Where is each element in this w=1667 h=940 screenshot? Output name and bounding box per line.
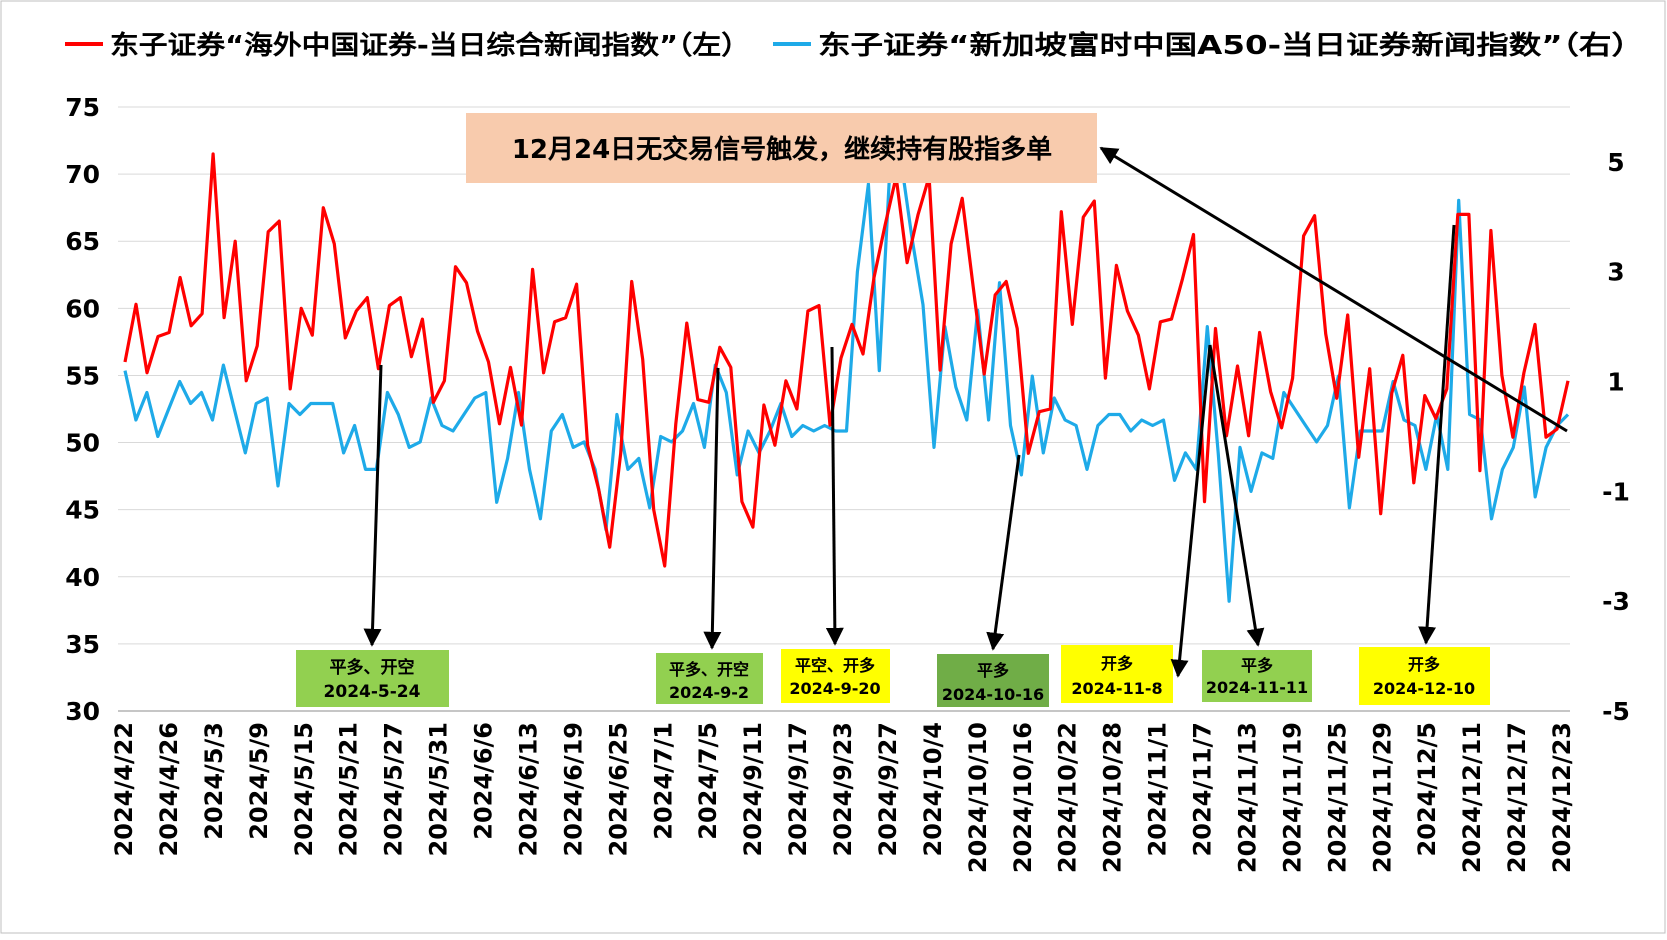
x-tick-label: 2024/10/16 xyxy=(1009,722,1037,873)
signal-1-action: 平多、开空 xyxy=(330,657,415,678)
x-tick-label: 2024/9/23 xyxy=(829,722,857,856)
left-tick-label: 75 xyxy=(65,93,100,122)
x-tick-label: 2024/6/25 xyxy=(604,722,632,856)
left-tick-label: 70 xyxy=(65,160,100,189)
left-tick-label: 35 xyxy=(65,630,100,659)
x-tick-label: 2024/11/29 xyxy=(1368,722,1396,873)
x-tick-label: 2024/12/23 xyxy=(1548,722,1576,873)
arrow-signal-3 xyxy=(825,346,844,646)
x-tick-label: 2024/6/13 xyxy=(514,722,542,856)
signal-box-6: 平多 2024-11-11 xyxy=(1202,650,1312,702)
left-tick-label: 55 xyxy=(65,361,100,390)
signal-6-date: 2024-11-11 xyxy=(1206,678,1308,697)
x-tick-label: 2024/12/5 xyxy=(1413,722,1441,856)
left-tick-label: 40 xyxy=(65,563,100,592)
arrow-signal-4 xyxy=(986,454,1021,651)
x-tick-label: 2024/10/28 xyxy=(1099,722,1127,873)
callout-text: 12月24日无交易信号触发，继续持有股指多单 xyxy=(512,134,1052,165)
signal-2-date: 2024-9-2 xyxy=(669,683,749,702)
series-layer xyxy=(123,152,1570,603)
left-tick-label: 30 xyxy=(65,697,100,726)
right-tick-label: -1 xyxy=(1602,477,1630,506)
x-tick-label: 2024/12/17 xyxy=(1503,722,1531,873)
right-tick-label: 5 xyxy=(1607,148,1624,177)
signal-box-4: 平多 2024-10-16 xyxy=(937,654,1049,707)
arrow-signal-6 xyxy=(1208,344,1265,647)
series-line-red xyxy=(123,152,1570,568)
x-tick-label: 2024/4/22 xyxy=(110,722,138,856)
signal-box-7: 开多 2024-12-10 xyxy=(1359,647,1490,705)
legend-red-label: 东子证券“海外中国证券-当日综合新闻指数”（左） xyxy=(110,30,750,61)
x-tick-label: 2024/7/1 xyxy=(649,722,677,840)
right-tick-label: 1 xyxy=(1607,368,1624,397)
right-tick-label: -3 xyxy=(1602,587,1630,616)
signal-arrows xyxy=(363,146,1568,678)
left-tick-label: 60 xyxy=(65,294,100,323)
legend-blue-label: 东子证券“新加坡富时中国A50-当日证券新闻指数”（右） xyxy=(818,30,1644,61)
arrow-signal-2 xyxy=(703,367,722,650)
signal-5-date: 2024-11-8 xyxy=(1071,679,1162,698)
signal-7-action: 开多 xyxy=(1408,655,1440,674)
arrow-signal-5 xyxy=(1170,344,1212,678)
signal-7-date: 2024-12-10 xyxy=(1373,679,1475,698)
signal-box-2: 平多、开空 2024-9-2 xyxy=(656,653,763,704)
left-axis-ticks: 30 35 40 45 50 55 60 65 70 75 xyxy=(65,93,100,726)
signal-boxes: 平多、开空 2024-5-24 平多、开空 2024-9-2 平空、开多 202… xyxy=(296,645,1490,707)
x-tick-label: 2024/5/9 xyxy=(245,722,273,840)
x-tick-label: 2024/10/22 xyxy=(1054,722,1082,873)
x-tick-label: 2024/9/11 xyxy=(739,722,767,856)
x-tick-label: 2024/11/7 xyxy=(1189,722,1217,856)
signal-3-date: 2024-9-20 xyxy=(789,679,880,698)
x-axis-ticks: 2024/4/22 2024/4/26 2024/5/3 2024/5/9 2024/5… xyxy=(110,722,1576,873)
signal-3-action: 平空、开多 xyxy=(795,656,875,675)
x-tick-label: 2024/11/13 xyxy=(1233,722,1261,873)
x-tick-label: 2024/5/31 xyxy=(425,722,453,856)
x-tick-label: 2024/5/3 xyxy=(200,722,228,840)
callout-box xyxy=(466,113,1097,183)
x-tick-label: 2024/11/1 xyxy=(1144,722,1172,856)
callout: 12月24日无交易信号触发，继续持有股指多单 xyxy=(466,113,1097,183)
right-tick-label: -5 xyxy=(1602,697,1630,726)
signal-box-1: 平多、开空 2024-5-24 xyxy=(296,650,449,707)
signal-4-date: 2024-10-16 xyxy=(942,685,1044,704)
signal-box-5: 开多 2024-11-8 xyxy=(1061,645,1173,703)
arrow-signal-7 xyxy=(1418,224,1456,645)
signal-1-date: 2024-5-24 xyxy=(324,682,421,702)
right-tick-label: 3 xyxy=(1607,258,1624,287)
signal-box-3: 平空、开多 2024-9-20 xyxy=(781,649,890,703)
x-tick-label: 2024/6/6 xyxy=(470,722,498,840)
x-tick-label: 2024/12/11 xyxy=(1458,722,1486,873)
x-tick-label: 2024/6/19 xyxy=(559,722,587,856)
signal-5-action: 开多 xyxy=(1101,654,1133,673)
x-tick-label: 2024/10/4 xyxy=(919,722,947,856)
x-tick-label: 2024/11/25 xyxy=(1323,722,1351,873)
x-tick-label: 2024/4/26 xyxy=(155,722,183,856)
x-tick-label: 2024/5/21 xyxy=(335,722,363,856)
signal-2-action: 平多、开空 xyxy=(669,660,749,679)
x-tick-label: 2024/5/27 xyxy=(380,722,408,856)
x-tick-label: 2024/5/15 xyxy=(290,722,318,856)
right-axis-ticks: -5 -3 -1 1 3 5 xyxy=(1602,148,1630,726)
x-tick-label: 2024/9/17 xyxy=(784,722,812,856)
x-tick-label: 2024/9/27 xyxy=(874,722,902,856)
left-tick-label: 65 xyxy=(65,227,100,256)
left-tick-label: 50 xyxy=(65,429,100,458)
arrow-callout xyxy=(1099,146,1568,433)
left-tick-label: 45 xyxy=(65,496,100,525)
legend: 东子证券“海外中国证券-当日综合新闻指数”（左） 东子证券“新加坡富时中国A50… xyxy=(65,30,1644,61)
x-tick-label: 2024/7/5 xyxy=(694,722,722,840)
series-line-blue xyxy=(123,160,1570,603)
signal-6-action: 平多 xyxy=(1241,656,1273,675)
signal-4-action: 平多 xyxy=(977,661,1009,680)
arrow-signal-1 xyxy=(363,364,383,647)
x-tick-label: 2024/11/19 xyxy=(1278,722,1306,873)
x-tick-label: 2024/10/10 xyxy=(964,722,992,873)
